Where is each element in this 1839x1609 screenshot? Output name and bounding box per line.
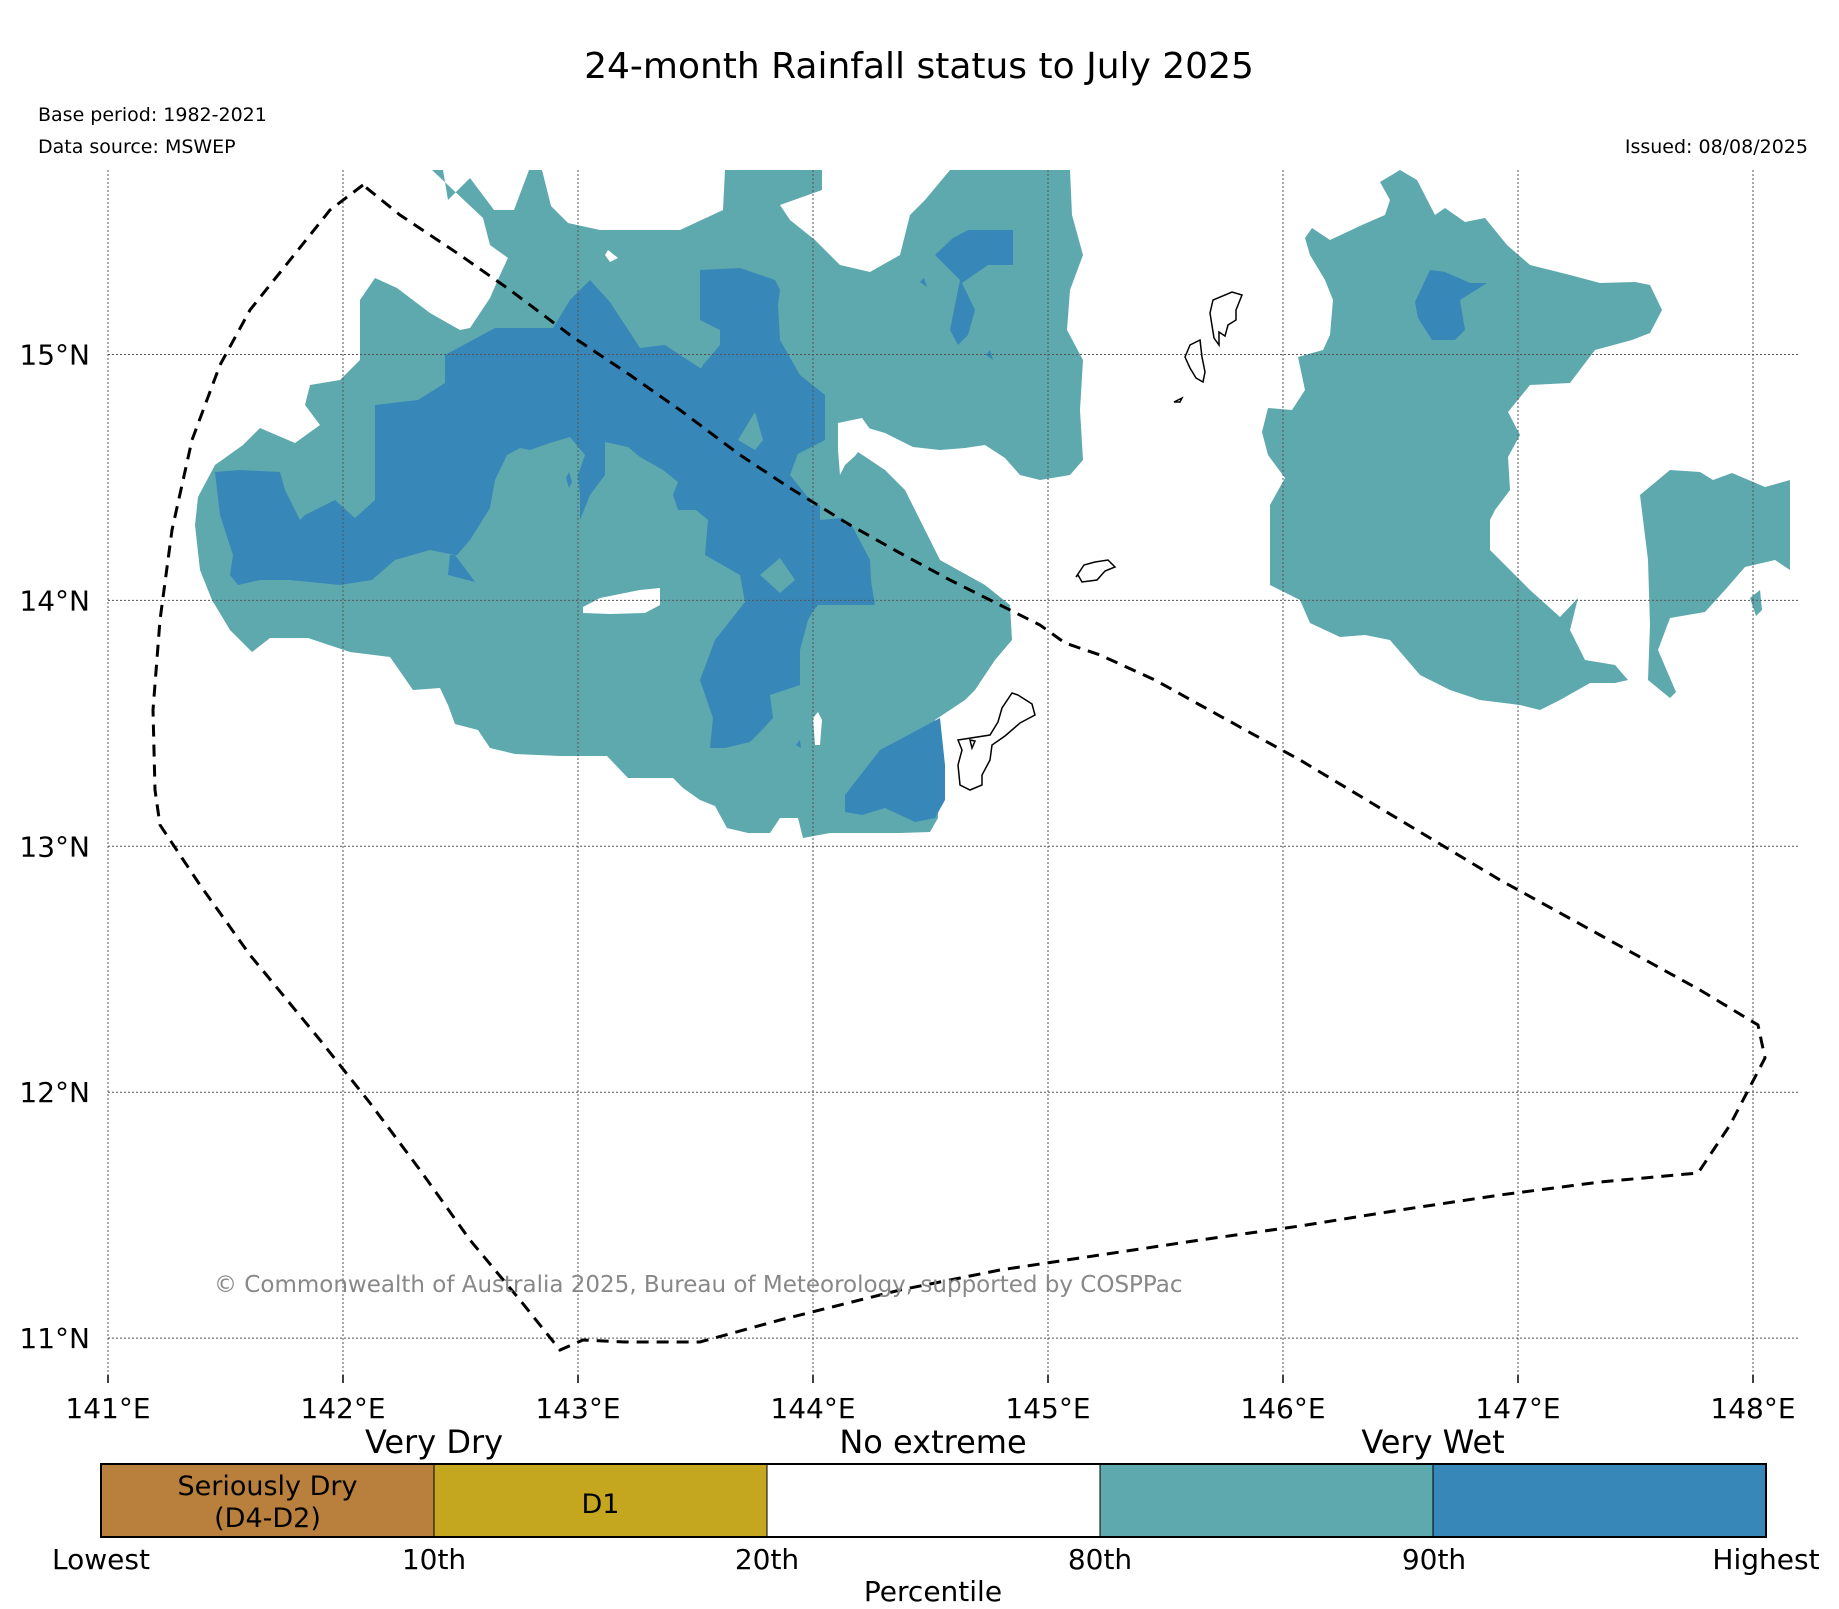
colorbar-swatch bbox=[100, 1463, 435, 1538]
legend-tick-highest: Highest bbox=[1712, 1543, 1819, 1576]
inner-wet-patch-2 bbox=[760, 558, 795, 593]
no-extreme-holes bbox=[583, 250, 880, 745]
island-guam-detail bbox=[968, 739, 977, 751]
lon-tick-label: 145°E bbox=[1005, 1392, 1090, 1425]
very-wet-core-north bbox=[680, 268, 825, 465]
lat-tick-label: 13°N bbox=[19, 830, 90, 863]
very-wet-core-northeast bbox=[935, 230, 1013, 345]
very-wet-core-east bbox=[1415, 270, 1487, 340]
lon-tick-label: 143°E bbox=[535, 1392, 620, 1425]
legend-group-no-extreme: No extreme bbox=[839, 1423, 1026, 1461]
inner-wet-patch-1 bbox=[738, 412, 763, 450]
lat-tick-label: 12°N bbox=[19, 1076, 90, 1109]
very-wet-speck-3 bbox=[986, 350, 993, 360]
lon-tick-label: 141°E bbox=[65, 1392, 150, 1425]
colorbar-label: Seriously Dry bbox=[178, 1471, 358, 1502]
colorbar: Seriously Dry(D4-D2) D1 bbox=[100, 1463, 1767, 1538]
legend-tick-80th: 80th bbox=[1068, 1543, 1132, 1576]
very-wet-speck-1 bbox=[566, 472, 572, 488]
map-title: 24-month Rainfall status to July 2025 bbox=[584, 46, 1254, 87]
island-northern-2 bbox=[1184, 338, 1206, 384]
legend-tick-90th: 90th bbox=[1402, 1543, 1466, 1576]
lon-tick-label: 148°E bbox=[1710, 1392, 1795, 1425]
lat-tick-label: 15°N bbox=[19, 338, 90, 371]
very-wet-80-90-inner-patches bbox=[738, 412, 795, 593]
legend-tick-20th: 20th bbox=[735, 1543, 799, 1576]
hole-north bbox=[605, 250, 618, 262]
lon-tick-label: 142°E bbox=[300, 1392, 385, 1425]
lat-tick-label: 11°N bbox=[19, 1322, 90, 1355]
copyright-notice: © Commonwealth of Australia 2025, Bureau… bbox=[214, 1272, 1183, 1298]
wet-speck-far-east bbox=[1750, 590, 1762, 616]
island-guam bbox=[956, 692, 1036, 791]
lon-tick-label: 147°E bbox=[1475, 1392, 1560, 1425]
data-source-label: Data source: MSWEP bbox=[38, 136, 236, 158]
latitude-tick-labels: 15°N 14°N 13°N 12°N 11°N bbox=[19, 338, 90, 1355]
very-wet-speck-4 bbox=[796, 740, 801, 748]
percentile-legend: Very Dry No extreme Very Wet Seriously D… bbox=[52, 1423, 1820, 1608]
legend-tick-lowest: Lowest bbox=[52, 1543, 150, 1576]
island-coastlines bbox=[956, 291, 1244, 791]
region-boundary-dashed bbox=[151, 183, 1767, 1352]
lon-tick-label: 144°E bbox=[770, 1392, 855, 1425]
legend-tick-10th: 10th bbox=[402, 1543, 466, 1576]
colorbar-swatch bbox=[766, 1463, 1101, 1538]
very-wet-80-90-regions bbox=[195, 170, 1790, 838]
hole-east bbox=[838, 418, 880, 475]
wet-region-east bbox=[1262, 170, 1662, 710]
colorbar-outline bbox=[100, 1463, 1767, 1538]
colorbar-label: D1 bbox=[582, 1489, 620, 1520]
very-wet-core-south bbox=[845, 718, 945, 822]
base-period-label: Base period: 1982-2021 bbox=[38, 104, 267, 126]
wet-region-west bbox=[195, 170, 1083, 838]
issued-date-label: Issued: 08/08/2025 bbox=[1625, 136, 1808, 158]
lat-tick-label: 14°N bbox=[19, 584, 90, 617]
longitude-tick-labels: 141°E 142°E 143°E 144°E 145°E 146°E 147°E 148°E bbox=[65, 1375, 1796, 1425]
hole-central bbox=[583, 588, 660, 614]
map-gridlines bbox=[107, 170, 1800, 1375]
island-northern-3 bbox=[1173, 396, 1184, 403]
legend-group-very-dry: Very Dry bbox=[365, 1423, 503, 1461]
island-central bbox=[1075, 559, 1117, 583]
wet-region-far-east bbox=[1640, 470, 1790, 698]
map-plot-area: 141°E 142°E 143°E 144°E 145°E 146°E 147°E 148°E… bbox=[19, 170, 1800, 1425]
legend-group-very-wet: Very Wet bbox=[1361, 1423, 1504, 1461]
colorbar-label: (D4-D2) bbox=[214, 1503, 321, 1534]
island-northern-1 bbox=[1209, 291, 1244, 348]
hole-south bbox=[813, 712, 822, 745]
very-wet-speck-2 bbox=[920, 278, 927, 287]
lon-tick-label: 146°E bbox=[1240, 1392, 1325, 1425]
colorbar-swatch bbox=[1099, 1463, 1434, 1538]
legend-xlabel: Percentile bbox=[864, 1575, 1002, 1608]
colorbar-swatch bbox=[1432, 1463, 1767, 1538]
